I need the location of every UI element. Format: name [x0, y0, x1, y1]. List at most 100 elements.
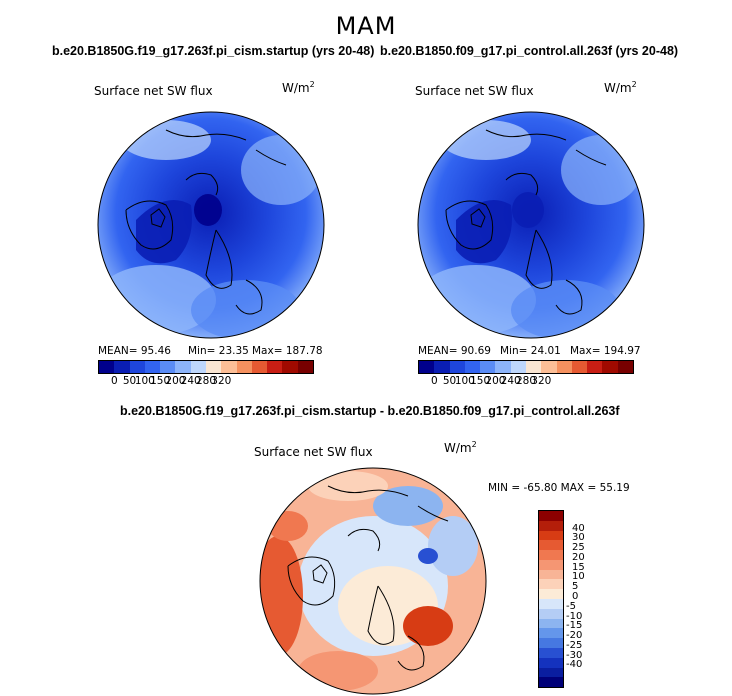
left-colorbar-swatch [282, 361, 298, 373]
diff-colorbar-ticks: 40 30 25 20 15 10 5 0 -5 -10 -15 -20 -25 -30 -40 [566, 510, 606, 688]
right-colorbar-tick-label: 240 [500, 375, 521, 387]
diff-minmax: MIN = -65.80 MAX = 55.19 [488, 482, 630, 494]
left-colorbar-swatch [236, 361, 252, 373]
diff-colorbar-swatch [539, 559, 563, 570]
right-case-title: b.e20.B1850.f09_g17.pi_control.all.263f … [380, 44, 679, 58]
right-plot-title: Surface net SW flux [415, 84, 534, 98]
diff-units: W/m2 [444, 440, 477, 455]
left-units: W/m2 [282, 80, 315, 95]
right-colorbar-swatch [556, 361, 572, 373]
diff-colorbar-swatch [539, 540, 563, 551]
diff-colorbar-tick-label: -5 [566, 600, 576, 612]
diff-colorbar-tick-label: -25 [566, 639, 583, 651]
right-colorbar-swatch [571, 361, 588, 373]
left-colorbar-swatch [160, 361, 176, 373]
season-title: MAM [335, 12, 397, 40]
right-mean: MEAN= 90.69 [418, 345, 491, 357]
right-colorbar-tick-label: 50 [442, 375, 457, 387]
left-colorbar-swatch [190, 361, 206, 373]
left-colorbar-tick-label: 50 [122, 375, 137, 387]
right-colorbar-tick-label: 200 [485, 375, 506, 387]
diff-colorbar-tick-label: 40 [572, 522, 585, 534]
diff-colorbar-swatch [539, 589, 563, 600]
right-units: W/m2 [604, 80, 637, 95]
left-colorbar-swatch [221, 361, 237, 373]
right-colorbar-swatch [525, 361, 542, 373]
right-colorbar-swatch [434, 361, 450, 373]
left-plot-title: Surface net SW flux [94, 84, 213, 98]
diff-colorbar-tick-label: 20 [572, 551, 585, 563]
diff-colorbar-tick-label: -30 [566, 649, 583, 661]
right-colorbar-tick-label: 100 [454, 375, 475, 387]
right-colorbar-swatch [449, 361, 465, 373]
right-colorbar [418, 360, 634, 374]
diff-colorbar-swatch [539, 608, 563, 619]
left-colorbar-tick-label: 320 [211, 375, 232, 387]
diff-colorbar-tick-label: -15 [566, 620, 583, 632]
diff-colorbar-swatch [539, 628, 563, 639]
right-min: Min= 24.01 [500, 345, 561, 357]
diff-colorbar-swatch [539, 677, 563, 688]
diff-case-title: b.e20.B1850G.f19_g17.263f.pi_cism.startu… [120, 404, 620, 418]
diff-colorbar-swatch [539, 511, 563, 521]
right-colorbar-tick-label: 320 [531, 375, 552, 387]
right-colorbar-tick-label: 0 [430, 375, 438, 387]
left-map [97, 111, 325, 339]
left-colorbar [98, 360, 314, 374]
diff-colorbar-tick-label: 0 [572, 591, 579, 602]
left-colorbar-swatch [129, 361, 145, 373]
left-colorbar-tick-label: 240 [180, 375, 201, 387]
left-colorbar-tick-label: 200 [165, 375, 186, 387]
right-max: Max= 194.97 [570, 345, 641, 357]
diff-colorbar-tick-label: 25 [572, 542, 585, 554]
left-colorbar-swatch [205, 361, 222, 373]
left-mean: MEAN= 95.46 [98, 345, 171, 357]
left-colorbar-tick-label: 100 [134, 375, 155, 387]
diff-colorbar-tick-label: -40 [566, 659, 583, 671]
diff-colorbar-swatch [539, 667, 563, 678]
diff-colorbar-tick-label: 10 [572, 571, 585, 583]
diff-colorbar-swatch [539, 599, 563, 609]
left-min: Min= 23.35 [188, 345, 249, 357]
left-colorbar-swatch [144, 361, 161, 373]
left-colorbar-swatch [175, 361, 191, 373]
diff-colorbar-swatch [539, 657, 563, 668]
left-colorbar-tick-label: 0 [110, 375, 118, 387]
right-colorbar-swatch [419, 361, 435, 373]
left-colorbar-ticks: 0 50 100 150 200 240 280 320 [98, 375, 314, 389]
left-max: Max= 187.78 [252, 345, 323, 357]
right-colorbar-swatch [464, 361, 481, 373]
diff-colorbar-swatch [539, 647, 563, 658]
diff-colorbar-swatch [539, 618, 563, 629]
right-colorbar-swatch [541, 361, 557, 373]
right-colorbar-tick-label: 150 [470, 375, 491, 387]
diff-colorbar-swatch [539, 569, 563, 580]
diff-colorbar-tick-label: 5 [572, 581, 579, 593]
diff-plot-title: Surface net SW flux [254, 445, 373, 459]
diff-colorbar-tick-label: -10 [566, 610, 583, 622]
diff-colorbar-tick-label: -20 [566, 630, 583, 642]
diff-colorbar-swatch [539, 638, 563, 648]
left-case-title: b.e20.B1850G.f19_g17.263f.pi_cism.startu… [52, 44, 375, 58]
left-colorbar-tick-label: 280 [195, 375, 217, 387]
left-colorbar-tick-label: 150 [150, 375, 171, 387]
right-colorbar-swatch [602, 361, 618, 373]
left-colorbar-swatch [251, 361, 268, 373]
diff-map [259, 467, 487, 695]
left-colorbar-swatch [297, 361, 313, 373]
diff-colorbar-swatch [539, 579, 563, 590]
diff-colorbar-swatch [539, 520, 563, 531]
diff-colorbar [538, 510, 564, 688]
diff-colorbar-tick-label: 15 [572, 561, 585, 573]
left-colorbar-swatch [99, 361, 115, 373]
left-colorbar-swatch [267, 361, 283, 373]
left-colorbar-swatch [114, 361, 130, 373]
right-map [417, 111, 645, 339]
right-colorbar-ticks: 0 50 100 150 200 240 280 320 [418, 375, 634, 389]
diff-colorbar-tick-label: 30 [572, 532, 585, 544]
right-colorbar-swatch [480, 361, 496, 373]
right-colorbar-swatch [617, 361, 633, 373]
diff-colorbar-swatch [539, 530, 563, 541]
right-colorbar-tick-label: 280 [515, 375, 537, 387]
right-colorbar-swatch [495, 361, 511, 373]
